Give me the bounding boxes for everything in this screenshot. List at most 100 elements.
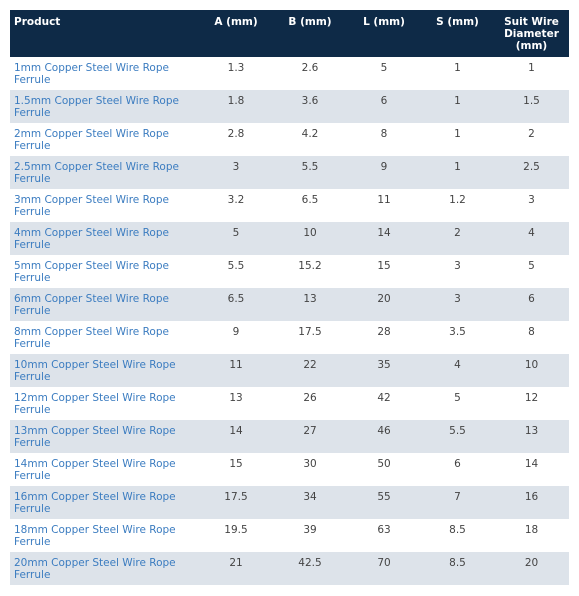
- value-cell: 17.5: [298, 326, 322, 338]
- header-text: L (mm): [363, 16, 405, 28]
- product-cell: 14mm Copper Steel Wire Rope Ferrule: [10, 453, 199, 486]
- value-cell: 28: [377, 326, 391, 338]
- value-cell: 5: [380, 62, 388, 74]
- value-cell: 14: [524, 458, 539, 470]
- value-cell: 1: [421, 156, 494, 189]
- value-cell: 6.5: [301, 194, 319, 206]
- product-link[interactable]: 20mm Copper Steel Wire Rope Ferrule: [14, 557, 176, 581]
- product-cell: 4mm Copper Steel Wire Rope Ferrule: [10, 222, 199, 255]
- product-link[interactable]: 2mm Copper Steel Wire Rope Ferrule: [14, 128, 169, 152]
- value-cell: 5: [199, 222, 273, 255]
- product-cell: 5mm Copper Steel Wire Rope Ferrule: [10, 255, 199, 288]
- value-cell: 13: [494, 420, 569, 453]
- product-cell: 12mm Copper Steel Wire Rope Ferrule: [10, 387, 199, 420]
- product-link[interactable]: 16mm Copper Steel Wire Rope Ferrule: [14, 491, 176, 515]
- value-cell: 11: [377, 194, 391, 206]
- table-row: 20mm Copper Steel Wire Rope Ferrule 21 42.…: [10, 552, 569, 585]
- value-cell: 5: [528, 260, 535, 272]
- value-cell: 21: [199, 552, 273, 585]
- table-row: 5mm Copper Steel Wire Rope Ferrule 5.5 15.…: [10, 255, 569, 288]
- value-cell: 27: [273, 420, 347, 453]
- value-cell: 18: [524, 524, 539, 536]
- table-row: 12mm Copper Steel Wire Rope Ferrule 13 26 4…: [10, 387, 569, 420]
- product-link[interactable]: 1.5mm Copper Steel Wire Rope Ferrule: [14, 95, 179, 119]
- value-cell: 2: [421, 222, 494, 255]
- value-cell: 5.5: [273, 156, 347, 189]
- product-link[interactable]: 1mm Copper Steel Wire Rope Ferrule: [14, 62, 169, 86]
- value-cell: 30: [303, 458, 317, 470]
- value-cell: 3.5: [449, 326, 466, 338]
- product-cell: 1mm Copper Steel Wire Rope Ferrule: [10, 57, 199, 90]
- product-link[interactable]: 4mm Copper Steel Wire Rope Ferrule: [14, 227, 169, 251]
- value-cell: 15: [229, 458, 243, 470]
- value-cell: 55: [347, 486, 421, 519]
- column-header: L (mm): [347, 10, 421, 57]
- product-cell: 2mm Copper Steel Wire Rope Ferrule: [10, 123, 199, 156]
- value-cell: 15: [377, 260, 391, 272]
- table-row: 10mm Copper Steel Wire Rope Ferrule 11 22 3…: [10, 354, 569, 387]
- value-cell: 14: [347, 222, 421, 255]
- value-cell: 3: [528, 194, 535, 206]
- product-cell: 16mm Copper Steel Wire Rope Ferrule: [10, 486, 199, 519]
- value-cell: 1: [454, 128, 461, 140]
- header-text: S (mm): [436, 16, 479, 28]
- column-header: B (mm): [273, 10, 347, 57]
- product-link[interactable]: 6mm Copper Steel Wire Rope Ferrule: [14, 293, 169, 317]
- value-cell: 1.5: [494, 90, 569, 123]
- value-cell: 1.8: [199, 90, 273, 123]
- table-row: 1mm Copper Steel Wire Rope Ferrule 1.3 2.6…: [10, 57, 569, 90]
- header-text: Product: [14, 16, 61, 28]
- value-cell: 34: [273, 486, 347, 519]
- column-header: A (mm): [199, 10, 273, 57]
- product-cell: 3mm Copper Steel Wire Rope Ferrule: [10, 189, 199, 222]
- product-cell: 1.5mm Copper Steel Wire Rope Ferrule: [10, 90, 199, 123]
- product-link[interactable]: 10mm Copper Steel Wire Rope Ferrule: [14, 359, 176, 383]
- product-link[interactable]: 13mm Copper Steel Wire Rope Ferrule: [14, 425, 176, 449]
- product-cell: 13mm Copper Steel Wire Rope Ferrule: [10, 420, 199, 453]
- table-row: 6mm Copper Steel Wire Rope Ferrule 6.5 13 2…: [10, 288, 569, 321]
- value-cell: 3: [421, 288, 494, 321]
- table-row: 18mm Copper Steel Wire Rope Ferrule 19.5 3…: [10, 519, 569, 552]
- value-cell: 1: [454, 62, 461, 74]
- product-link[interactable]: 3mm Copper Steel Wire Rope Ferrule: [14, 194, 169, 218]
- value-cell: 9: [347, 156, 421, 189]
- value-cell: 6: [454, 458, 461, 470]
- header-text: B (mm): [288, 16, 332, 28]
- value-cell: 5: [454, 392, 461, 404]
- value-cell: 8.5: [449, 524, 466, 536]
- product-cell: 8mm Copper Steel Wire Rope Ferrule: [10, 321, 199, 354]
- value-cell: 1.3: [227, 62, 245, 74]
- value-cell: 63: [377, 524, 391, 536]
- column-header: S (mm): [421, 10, 494, 57]
- value-cell: 5.5: [227, 260, 245, 272]
- product-link[interactable]: 12mm Copper Steel Wire Rope Ferrule: [14, 392, 176, 416]
- value-cell: 14: [199, 420, 273, 453]
- table-container: Product A (mm) B (mm) L (mm) S (mm) Suit Wire…: [10, 10, 569, 585]
- table-row: 14mm Copper Steel Wire Rope Ferrule 15 30 5…: [10, 453, 569, 486]
- product-cell: 2.5mm Copper Steel Wire Rope Ferrule: [10, 156, 199, 189]
- value-cell: 70: [347, 552, 421, 585]
- product-cell: 20mm Copper Steel Wire Rope Ferrule: [10, 552, 199, 585]
- value-cell: 6.5: [199, 288, 273, 321]
- product-link[interactable]: 5mm Copper Steel Wire Rope Ferrule: [14, 260, 169, 284]
- column-header: Suit Wire Diameter (mm): [494, 10, 569, 57]
- value-cell: 8: [528, 326, 535, 338]
- value-cell: 2.5: [494, 156, 569, 189]
- product-link[interactable]: 2.5mm Copper Steel Wire Rope Ferrule: [14, 161, 179, 185]
- product-link[interactable]: 18mm Copper Steel Wire Rope Ferrule: [14, 524, 176, 548]
- product-link[interactable]: 8mm Copper Steel Wire Rope Ferrule: [14, 326, 169, 350]
- value-cell: 2.6: [301, 62, 319, 74]
- table-row: 4mm Copper Steel Wire Rope Ferrule 5 10 14 2…: [10, 222, 569, 255]
- value-cell: 8: [380, 128, 388, 140]
- table-row: 2.5mm Copper Steel Wire Rope Ferrule 3 5.5…: [10, 156, 569, 189]
- header-text: A (mm): [214, 16, 258, 28]
- value-cell: 42.5: [273, 552, 347, 585]
- product-link[interactable]: 14mm Copper Steel Wire Rope Ferrule: [14, 458, 176, 482]
- value-cell: 3: [454, 260, 461, 272]
- value-cell: 50: [377, 458, 391, 470]
- value-cell: 2: [528, 128, 535, 140]
- value-cell: 10: [273, 222, 347, 255]
- value-cell: 13: [273, 288, 347, 321]
- value-cell: 35: [347, 354, 421, 387]
